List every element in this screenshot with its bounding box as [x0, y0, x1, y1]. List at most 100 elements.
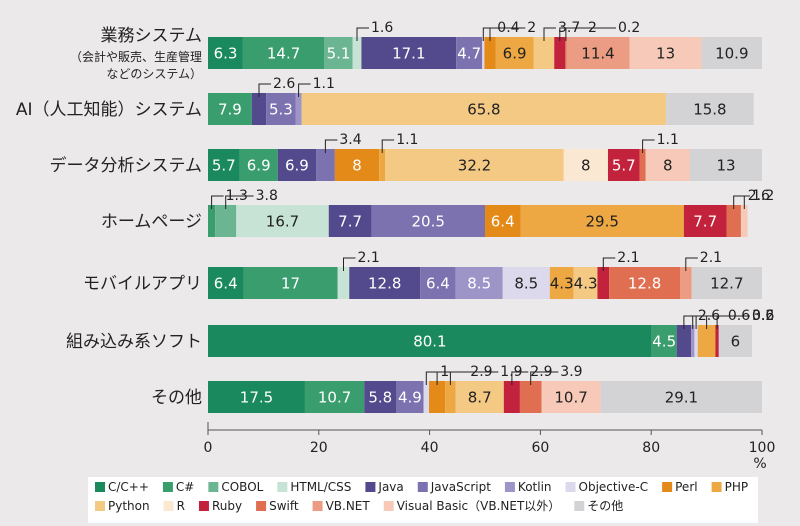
legend-label: Ruby: [212, 499, 242, 513]
bar-segment: [597, 267, 610, 299]
bar-segment: [701, 37, 762, 69]
data-label: 15.8: [693, 101, 726, 119]
bar-segment: [639, 149, 646, 181]
data-label: 11.4: [581, 45, 614, 63]
bar-segment: [689, 149, 762, 181]
bar-segment: [651, 325, 677, 357]
tick-label: 0: [204, 440, 213, 456]
data-label: 8.5: [514, 275, 538, 293]
data-label: 6.9: [503, 45, 527, 63]
legend-label: Java: [377, 480, 403, 494]
callout-label: 1.1: [313, 76, 335, 92]
bar-segment: [726, 205, 741, 237]
bar-segment: [502, 267, 550, 299]
bar-segment: [266, 93, 296, 125]
callout-leader: [543, 27, 556, 41]
bar-segment: [242, 37, 325, 69]
legend-swatch: [162, 482, 173, 492]
legend-label: Kotlin: [518, 480, 552, 494]
data-label: 5.7: [612, 157, 636, 175]
callout-label: 1.2: [752, 188, 774, 204]
bar-segment: [683, 205, 727, 237]
legend-swatch: [312, 501, 323, 511]
data-label: 6.4: [491, 213, 515, 231]
tick-label: 60: [531, 440, 549, 456]
bar-segment: [251, 93, 267, 125]
callout-label: 0.2: [618, 20, 640, 36]
bar-segment: [541, 381, 601, 413]
category-label: 業務システム: [101, 26, 203, 46]
legend-swatch: [208, 482, 219, 492]
legend-label: VB.NET: [326, 499, 371, 513]
data-label: 8: [352, 157, 362, 175]
callout-label: 2.1: [358, 250, 380, 266]
bar-segment: [352, 37, 362, 69]
bar-segment: [566, 37, 630, 69]
bar-segment: [334, 149, 380, 181]
bar-segment: [484, 37, 496, 69]
data-label: 4.5: [652, 333, 676, 351]
callout-leader: [489, 27, 526, 41]
bar-segment: [691, 267, 762, 299]
callout-labels: 1.6 0.4 2 3.7 2 0.22.6 1.13.4 1.1 1.11.3 3.8 2.61.…: [211, 20, 774, 385]
x-axis: 0 20 40 60 80 100%: [204, 422, 775, 472]
legend-swatch: [277, 482, 288, 492]
data-label: 16.7: [266, 213, 299, 231]
data-label: 13: [716, 157, 735, 175]
data-label: 7.7: [693, 213, 717, 231]
bar-segment: [503, 381, 520, 413]
bar-segment: [607, 149, 640, 181]
bar-segment: [600, 381, 762, 413]
category-label: モバイルアプリ: [83, 274, 202, 294]
bar-segment: [520, 205, 684, 237]
data-label: 17.5: [240, 389, 273, 407]
data-label: 6.9: [285, 157, 309, 175]
bar-segment: [243, 267, 338, 299]
bar-segment: [385, 149, 564, 181]
callout-leader: [425, 371, 439, 385]
bar-segment: [208, 93, 252, 125]
legend-swatch: [711, 482, 722, 492]
bar-segment: [740, 205, 748, 237]
callout-leader: [733, 195, 746, 209]
bar-segment: [554, 37, 566, 69]
data-label: 8.7: [468, 389, 492, 407]
callout-label: 0.6: [752, 308, 774, 324]
bar-segment: [691, 325, 695, 357]
data-label: 6: [731, 333, 741, 351]
bar-segment: [680, 267, 692, 299]
bar-segment: [208, 149, 240, 181]
legend-label: その他: [587, 499, 623, 513]
bar-segment: [429, 381, 446, 413]
bar-segment: [697, 325, 716, 357]
legend-swatch: [95, 501, 105, 511]
legend-swatch: [365, 482, 376, 492]
legend-swatch: [574, 501, 585, 511]
bar-segment: [485, 205, 521, 237]
data-label: 5.7: [212, 157, 236, 175]
callout-leader: [642, 139, 655, 153]
callout-leader: [743, 195, 750, 209]
legend-swatch: [383, 501, 394, 511]
callout-leader: [324, 139, 338, 153]
data-label: 7.7: [338, 213, 362, 231]
bar-segment: [533, 37, 555, 69]
callout-leader: [683, 315, 696, 329]
callout-leader: [602, 257, 616, 271]
data-label: 6.4: [214, 275, 238, 293]
bar-segment: [208, 325, 652, 357]
bar-segment: [694, 325, 698, 357]
legend-swatch: [662, 482, 673, 492]
legend-label: COBOL: [221, 480, 263, 494]
data-label: 5.3: [269, 101, 293, 119]
data-label: 6.3: [214, 45, 238, 63]
legend-label: JavaScript: [430, 480, 491, 494]
bar-segment: [629, 37, 702, 69]
data-label: 8: [581, 157, 591, 175]
bar-segment: [208, 381, 305, 413]
category-label: ホームページ: [101, 212, 202, 232]
bar-segment: [364, 381, 397, 413]
legend-swatch: [163, 501, 174, 511]
category-label: データ分析システム: [50, 155, 203, 176]
